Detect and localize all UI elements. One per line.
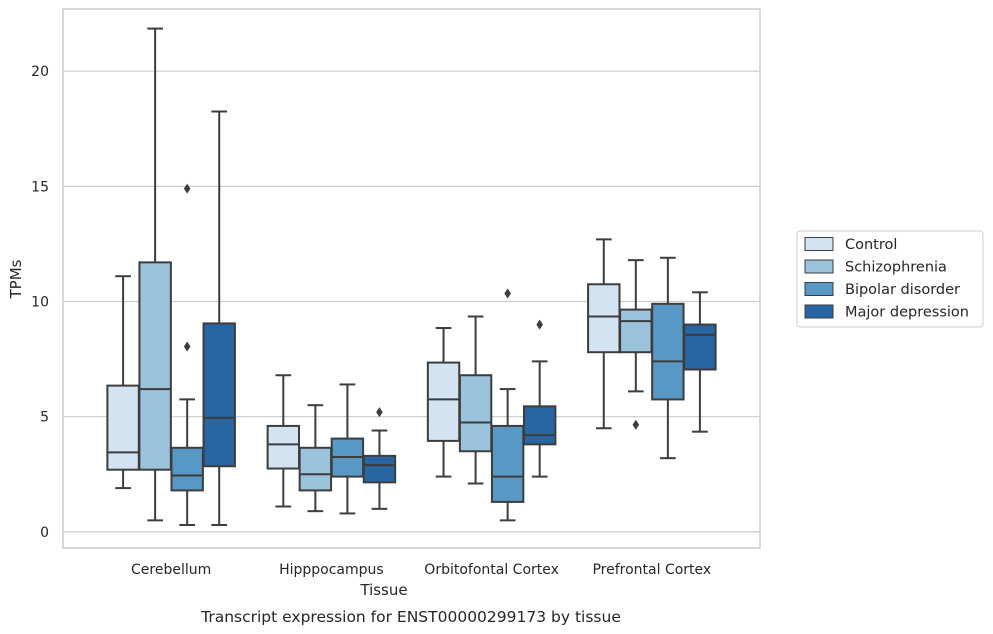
legend-frame bbox=[796, 230, 984, 328]
y-tick-label: 15 bbox=[31, 179, 49, 195]
box-group bbox=[683, 291, 717, 433]
box-group bbox=[490, 288, 525, 522]
box-body bbox=[106, 384, 140, 471]
box-group bbox=[522, 319, 557, 478]
box-group bbox=[651, 256, 685, 460]
outlier-point bbox=[183, 183, 191, 194]
legend-label: Bipolar disorder bbox=[845, 282, 960, 298]
box-body bbox=[651, 302, 685, 401]
y-tick-label: 10 bbox=[31, 295, 49, 311]
legend-swatch bbox=[804, 259, 834, 274]
outlier-point bbox=[504, 288, 511, 299]
outlier-point bbox=[536, 319, 543, 330]
box-body bbox=[458, 374, 493, 453]
grid-lines bbox=[63, 70, 760, 533]
y-tick-labels: 0 5 10 15 20 bbox=[31, 64, 49, 541]
box-body bbox=[298, 446, 333, 492]
box-group bbox=[298, 404, 333, 513]
box-body bbox=[138, 261, 172, 471]
legend-label: Control bbox=[845, 237, 897, 253]
y-tick-label: 5 bbox=[40, 410, 49, 426]
x-tick-labels: Cerebellum Hipppocampus Orbitofontal Corte… bbox=[131, 562, 711, 578]
box-body bbox=[683, 323, 717, 371]
box-group bbox=[362, 407, 397, 510]
outlier-point bbox=[376, 407, 383, 418]
y-tick-label: 20 bbox=[31, 64, 49, 80]
box-group bbox=[458, 315, 493, 485]
box-group bbox=[619, 259, 653, 430]
outlier-point bbox=[632, 419, 640, 430]
y-axis-title: TPMs bbox=[7, 259, 25, 299]
box-group bbox=[138, 27, 172, 522]
box-body bbox=[587, 283, 621, 354]
outlier-point bbox=[183, 341, 191, 352]
x-tick-label: Cerebellum bbox=[131, 562, 211, 578]
box-group bbox=[170, 183, 204, 526]
box-body bbox=[362, 454, 397, 484]
box-body bbox=[202, 322, 236, 468]
box-body bbox=[490, 424, 525, 503]
box-body bbox=[170, 446, 204, 492]
chart-caption: Transcript expression for ENST0000029917… bbox=[200, 608, 621, 626]
legend-swatch bbox=[804, 304, 834, 319]
legend-swatch bbox=[804, 237, 834, 251]
y-tick-label: 0 bbox=[40, 525, 49, 541]
box-body bbox=[266, 424, 301, 470]
x-tick-label: Hipppocampus bbox=[279, 562, 384, 578]
box-body bbox=[522, 405, 557, 446]
legend-swatch bbox=[804, 282, 834, 296]
legend-label: Schizophrenia bbox=[845, 260, 947, 276]
x-tick-label: Orbitofontal Cortex bbox=[424, 562, 559, 578]
x-axis-title: Tissue bbox=[359, 581, 407, 599]
boxes bbox=[106, 27, 717, 526]
box-group bbox=[426, 327, 461, 478]
x-tick-label: Prefrontal Cortex bbox=[592, 562, 711, 578]
box-group bbox=[106, 275, 140, 490]
legend-label: Major depression bbox=[845, 305, 969, 321]
box-group bbox=[202, 110, 236, 526]
box-body bbox=[619, 308, 653, 354]
box-group bbox=[330, 383, 365, 515]
legend: Control Schizophrenia Bipolar disorder Majo… bbox=[796, 230, 984, 328]
box-body bbox=[426, 361, 461, 442]
